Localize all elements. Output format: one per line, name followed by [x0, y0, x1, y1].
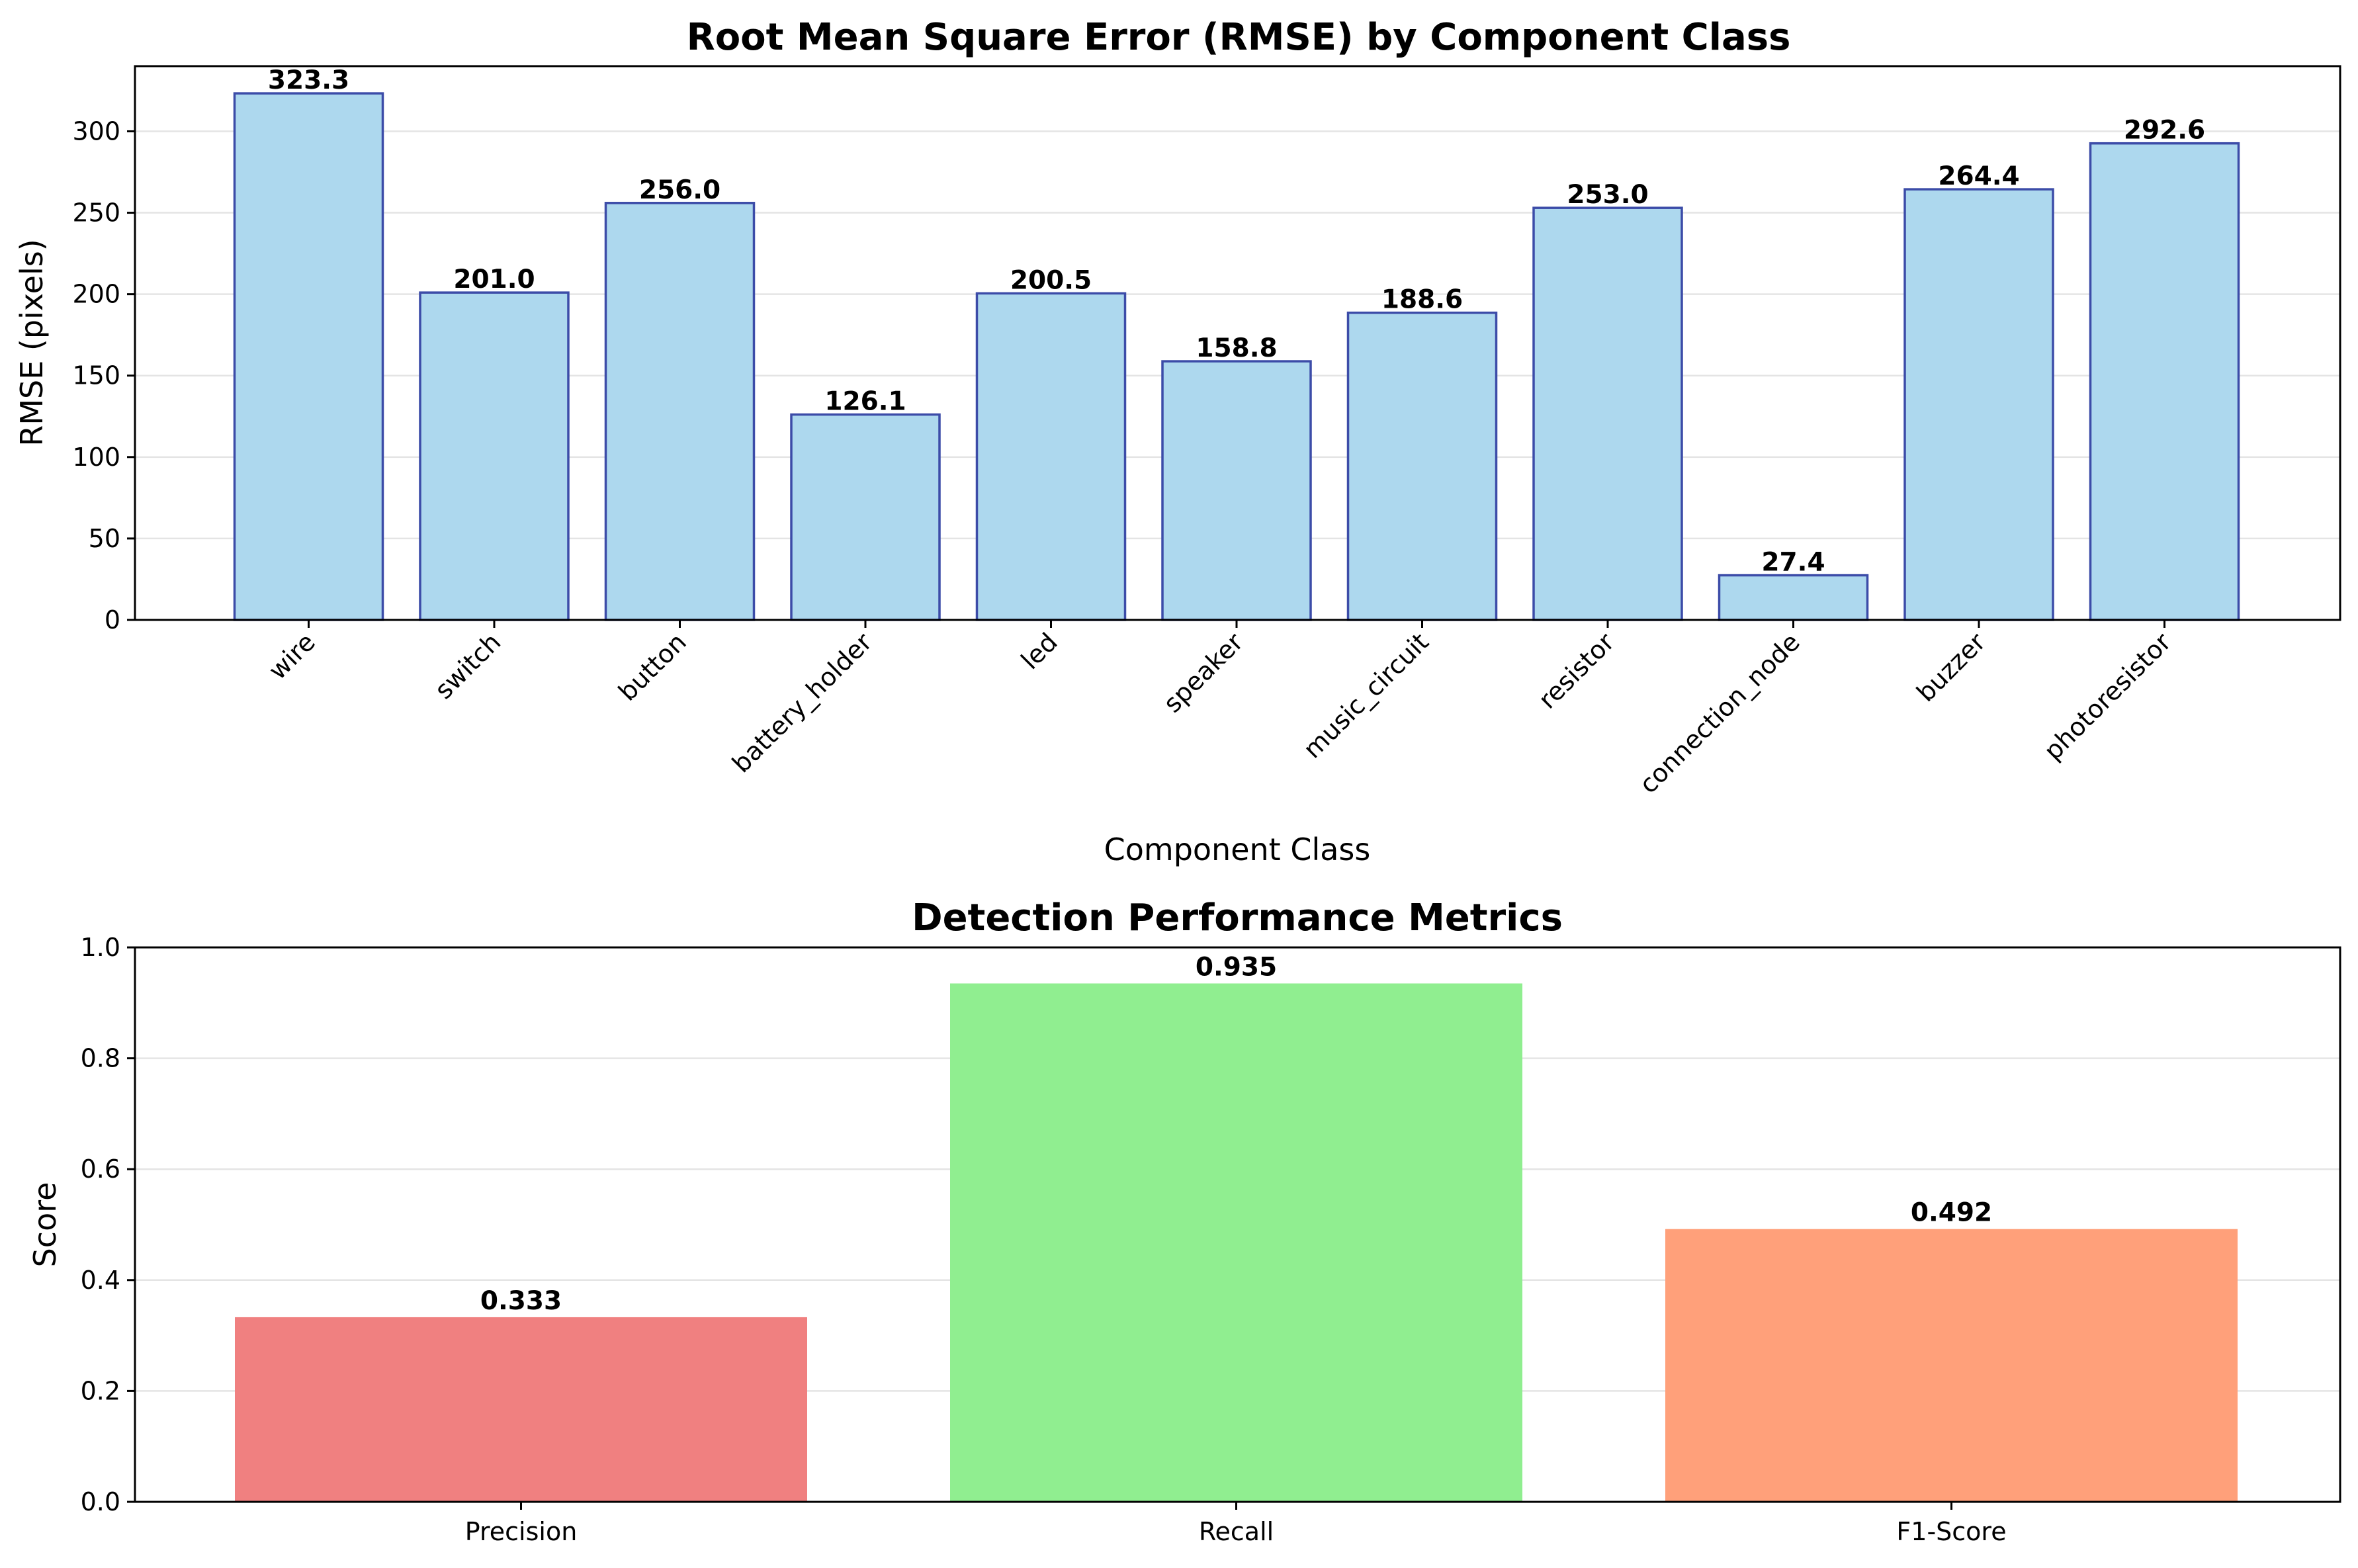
metrics-x-ticks: Precision Recall F1-Score: [465, 1502, 2007, 1546]
metrics-y-tick-label: 0.4: [81, 1266, 120, 1295]
metrics-y-tick-label: 0.0: [81, 1487, 120, 1516]
metrics-chart-title: Detection Performance Metrics: [912, 896, 1563, 939]
rmse-x-tick-label: buzzer: [1911, 627, 1991, 707]
rmse-value-label: 256.0: [639, 175, 720, 205]
rmse-x-axis-label: Component Class: [1104, 832, 1371, 867]
metrics-x-tick-label: Precision: [465, 1517, 578, 1546]
metrics-y-tick-label: 0.8: [81, 1044, 120, 1073]
metrics-y-tick-label: 1.0: [81, 933, 120, 962]
rmse-value-label: 323.3: [268, 65, 349, 95]
rmse-y-tick-label: 50: [89, 524, 120, 553]
rmse-x-tick-label: led: [1016, 627, 1063, 675]
rmse-chart-title: Root Mean Square Error (RMSE) by Compone…: [687, 16, 1791, 59]
rmse-bar-wire: [233, 92, 384, 621]
rmse-x-tick-label: button: [613, 627, 692, 707]
rmse-bar-switch: [419, 291, 570, 621]
rmse-bar-speaker: [1161, 360, 1312, 621]
metrics-value-labels: 0.333 0.935 0.492: [480, 952, 1992, 1315]
metrics-bars: [235, 983, 2238, 1502]
metrics-bar-precision: [235, 1317, 807, 1502]
rmse-y-axis-label: RMSE (pixels): [14, 239, 50, 446]
rmse-y-tick-label: 100: [72, 443, 120, 472]
rmse-value-label: 200.5: [1010, 265, 1092, 295]
rmse-value-label: 264.4: [1938, 161, 2019, 191]
rmse-bar-button: [604, 202, 756, 621]
rmse-x-tick-label: photoresistor: [2038, 627, 2177, 765]
metrics-y-ticks: 0.0 0.2 0.4 0.6 0.8 1.0: [81, 933, 135, 1516]
metrics-bar-f1-score: [1665, 1229, 2238, 1502]
rmse-chart: Root Mean Square Error (RMSE) by Compone…: [14, 16, 2341, 867]
rmse-bar-led: [975, 292, 1127, 621]
rmse-bars: [233, 92, 2240, 621]
metrics-bar-recall: [950, 983, 1522, 1502]
metrics-chart: Detection Performance Metrics 0.333 0.935…: [27, 896, 2341, 1546]
rmse-y-tick-label: 0: [105, 605, 120, 634]
rmse-y-tick-label: 250: [72, 198, 120, 228]
rmse-bar-battery-holder: [790, 413, 941, 621]
rmse-value-label: 27.4: [1761, 548, 1825, 578]
rmse-x-ticks: wire switch button battery_holder led speaker…: [263, 620, 2177, 799]
rmse-bar-buzzer: [1903, 188, 2054, 621]
rmse-bar-photoresistor: [2089, 142, 2240, 621]
metrics-value-label: 0.492: [1911, 1198, 1992, 1228]
metrics-x-tick-label: Recall: [1199, 1517, 1274, 1546]
rmse-x-tick-label: battery_holder: [726, 627, 877, 778]
rmse-y-tick-label: 200: [72, 280, 120, 309]
metrics-y-tick-label: 0.2: [81, 1376, 120, 1405]
rmse-x-tick-label: wire: [263, 627, 321, 685]
rmse-value-label: 292.6: [2124, 116, 2205, 146]
rmse-x-tick-label: connection_node: [1634, 627, 1806, 799]
metrics-plot-frame: [134, 946, 2341, 1503]
metrics-x-tick-label: F1-Score: [1896, 1517, 2006, 1546]
metrics-y-tick-label: 0.6: [81, 1154, 120, 1184]
rmse-x-tick-label: speaker: [1158, 627, 1249, 719]
metrics-value-label: 0.935: [1196, 952, 1277, 982]
rmse-y-ticks: 0 50 100 150 200 250 300: [72, 116, 135, 634]
rmse-x-tick-label: switch: [429, 627, 506, 705]
rmse-y-tick-label: 150: [72, 361, 120, 390]
rmse-value-label: 158.8: [1196, 333, 1277, 363]
rmse-bar-music-circuit: [1346, 311, 1498, 621]
rmse-bar-connection-node: [1718, 574, 1869, 621]
rmse-y-tick-label: 300: [72, 116, 120, 146]
rmse-value-label: 126.1: [824, 387, 906, 417]
metrics-y-axis-label: Score: [27, 1182, 63, 1268]
rmse-x-tick-label: music_circuit: [1297, 627, 1434, 763]
metrics-value-label: 0.333: [480, 1286, 562, 1316]
rmse-value-label: 253.0: [1567, 180, 1648, 210]
rmse-value-label: 188.6: [1381, 285, 1463, 315]
rmse-bar-resistor: [1532, 206, 1683, 621]
rmse-value-label: 201.0: [453, 265, 535, 294]
rmse-value-labels: 323.3 201.0 256.0 126.1 200.5 158.8 188.6 253.0…: [268, 65, 2205, 577]
rmse-x-tick-label: resistor: [1533, 627, 1620, 715]
